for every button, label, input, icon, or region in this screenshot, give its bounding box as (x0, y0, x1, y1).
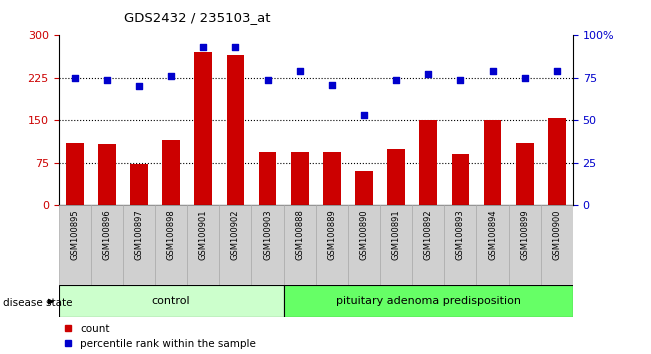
Bar (348, 205, 380, 285)
Point (391, 77, 401, 82)
Text: GSM100899: GSM100899 (520, 209, 529, 260)
Bar (187, 205, 219, 285)
Bar (477, 205, 508, 285)
Text: GSM100891: GSM100891 (392, 209, 400, 260)
Point (230, 45, 241, 50)
Point (294, 68, 305, 74)
Bar (195, 52, 212, 205)
Text: GSM100903: GSM100903 (263, 209, 272, 260)
Bar (484, 120, 501, 205)
Point (488, 68, 498, 74)
Bar (123, 205, 155, 285)
Text: disease state: disease state (3, 298, 73, 308)
Bar (90, 205, 123, 285)
Bar (130, 164, 148, 205)
Bar (59, 285, 284, 317)
Bar (251, 205, 284, 285)
Bar (291, 152, 309, 205)
Point (551, 68, 562, 74)
Point (423, 72, 434, 77)
Text: GSM100890: GSM100890 (359, 209, 368, 260)
Text: GDS2432 / 235103_at: GDS2432 / 235103_at (124, 11, 270, 24)
Bar (452, 154, 469, 205)
Text: GSM100900: GSM100900 (552, 209, 561, 260)
Point (102, 77, 112, 82)
Bar (323, 152, 340, 205)
Bar (162, 140, 180, 205)
Bar (284, 285, 573, 317)
Text: GSM100896: GSM100896 (102, 209, 111, 260)
Bar (284, 205, 316, 285)
Bar (59, 205, 90, 285)
Legend: count, percentile rank within the sample: count, percentile rank within the sample (64, 324, 256, 349)
Text: GSM100901: GSM100901 (199, 209, 208, 260)
Bar (227, 55, 244, 205)
Bar (419, 120, 437, 205)
Bar (380, 205, 412, 285)
Bar (258, 152, 277, 205)
Text: GSM100897: GSM100897 (135, 209, 143, 260)
Point (198, 45, 208, 50)
Bar (219, 205, 251, 285)
Bar (516, 143, 534, 205)
Bar (316, 205, 348, 285)
Bar (412, 205, 444, 285)
Point (455, 77, 465, 82)
Text: control: control (152, 296, 190, 306)
Text: GSM100892: GSM100892 (424, 209, 433, 260)
Text: GSM100898: GSM100898 (167, 209, 176, 260)
Bar (155, 205, 187, 285)
Bar (98, 144, 116, 205)
Bar (548, 118, 566, 205)
Point (262, 77, 273, 82)
Text: GSM100895: GSM100895 (70, 209, 79, 260)
Point (133, 84, 144, 89)
Text: GSM100893: GSM100893 (456, 209, 465, 260)
Bar (508, 205, 541, 285)
Bar (387, 149, 405, 205)
Bar (444, 205, 477, 285)
Point (70, 75, 80, 81)
Bar (66, 143, 83, 205)
Bar (355, 171, 373, 205)
Point (359, 113, 369, 118)
Point (519, 75, 530, 81)
Point (166, 73, 176, 79)
Text: pituitary adenoma predisposition: pituitary adenoma predisposition (336, 296, 521, 306)
Point (327, 82, 337, 87)
Text: GSM100894: GSM100894 (488, 209, 497, 260)
Text: GSM100888: GSM100888 (295, 209, 304, 260)
Bar (541, 205, 573, 285)
Text: GSM100902: GSM100902 (231, 209, 240, 260)
Text: GSM100889: GSM100889 (327, 209, 337, 260)
